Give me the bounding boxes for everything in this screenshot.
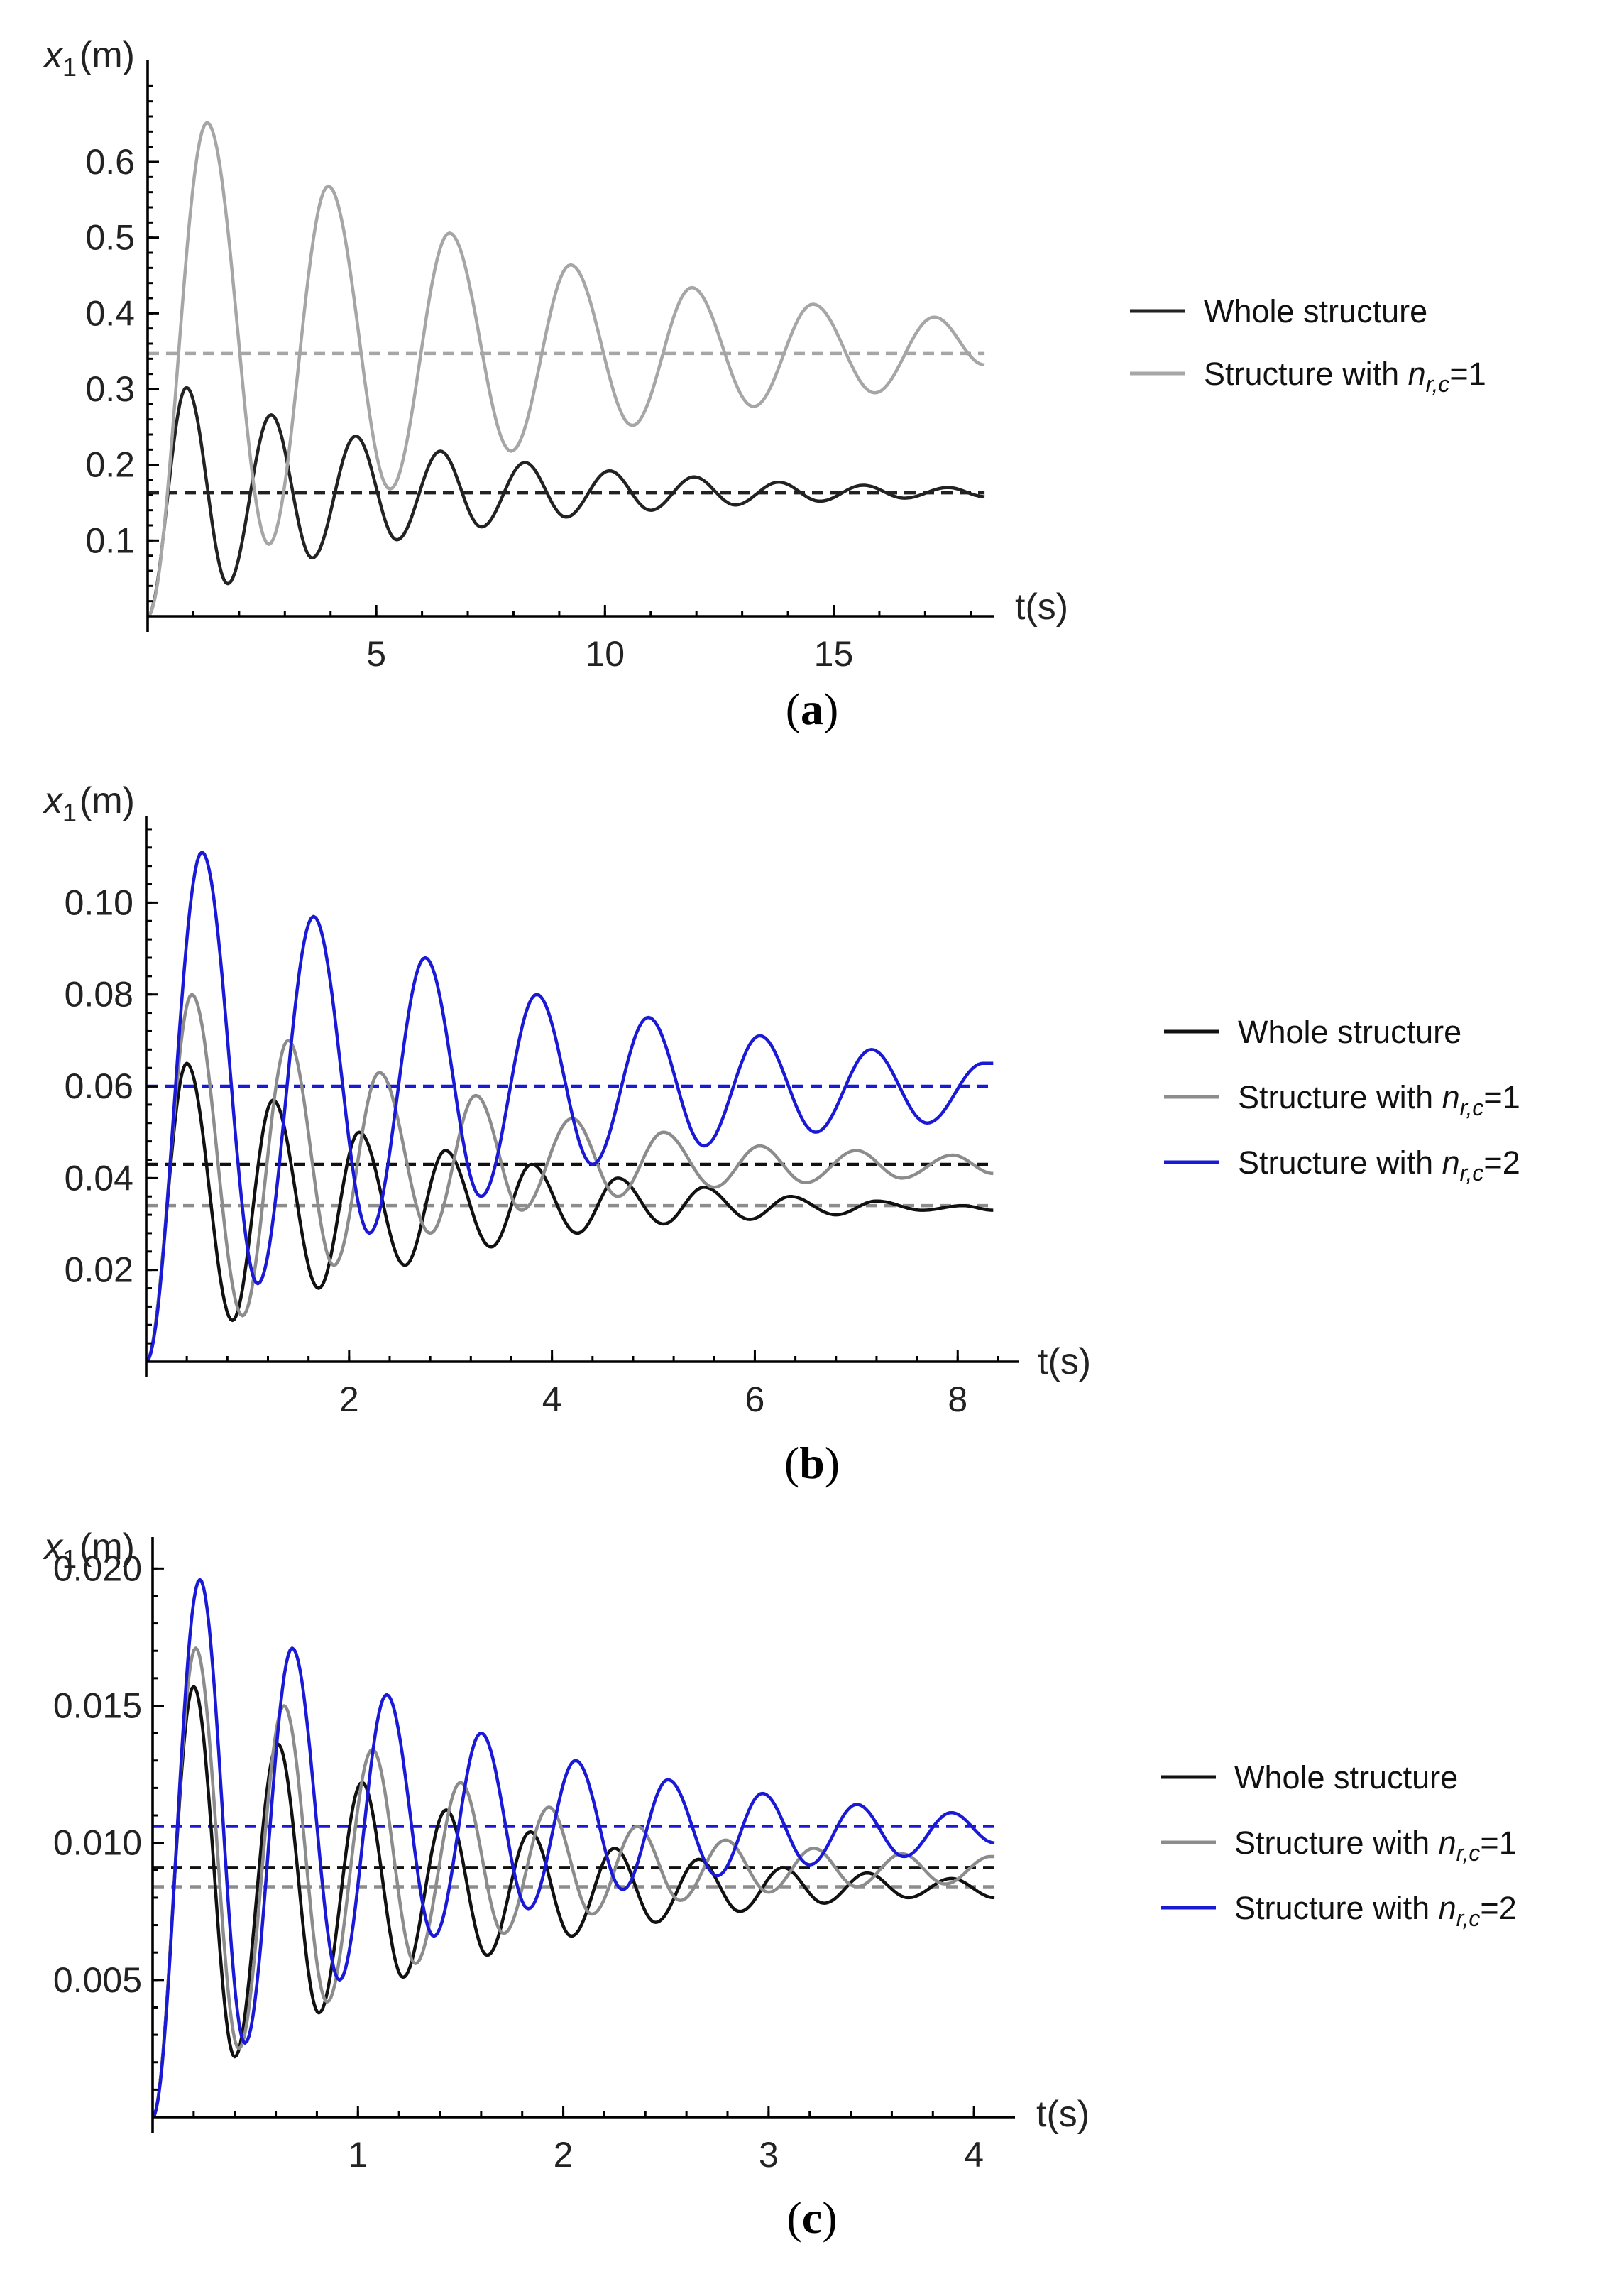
panel-caption: (b) <box>784 1438 840 1488</box>
y-tick-label: 0.4 <box>85 293 135 333</box>
legend-label-2: Structure with nr,c=1 <box>1204 356 1486 397</box>
series-line-3 <box>151 1578 995 2119</box>
y-axis-label-sub: 1 <box>62 798 77 827</box>
x-tick-label: 6 <box>745 1379 765 1419</box>
x-axis-label: t(s) <box>1015 586 1068 628</box>
legend-text: Whole structure <box>1238 1014 1461 1050</box>
chart-panel-b: 0.02 0.04 0.06 0.08 0.10 2 4 6 8 x1(m) t(s) Whole s… <box>42 780 1520 1488</box>
series-line-1 <box>151 1685 995 2119</box>
caption-paren: ( <box>786 684 801 734</box>
caption-letter: b <box>799 1438 825 1488</box>
series-line-2 <box>151 1646 997 2119</box>
legend-sub: r,c <box>1456 1906 1481 1931</box>
y-tick-label: 0.3 <box>85 369 135 409</box>
legend-sub: r,c <box>1460 1095 1484 1120</box>
x-tick-label: 4 <box>542 1379 562 1419</box>
x-tick-label: 1 <box>348 2135 368 2175</box>
caption-paren: ( <box>784 1438 799 1488</box>
y-axis-label-var: x <box>42 1526 64 1568</box>
y-tick-label: 0.06 <box>65 1066 133 1106</box>
legend-label-3: Structure with nr,c=2 <box>1234 1890 1517 1931</box>
y-axis-label-unit: (m) <box>79 780 135 821</box>
legend-n: n <box>1442 1079 1460 1115</box>
y-axis-label-var: x <box>42 35 64 76</box>
series-line-3 <box>145 851 994 1363</box>
y-tick-label: 0.020 <box>53 1548 142 1588</box>
caption-paren: ( <box>786 2192 801 2243</box>
legend-eq: =1 <box>1449 356 1486 392</box>
y-tick-label: 0.010 <box>53 1823 142 1863</box>
legend-text: Whole structure <box>1204 293 1427 329</box>
y-axis-label-unit: (m) <box>79 35 135 76</box>
y-tick-label: 0.5 <box>85 218 135 258</box>
x-axis-label: t(s) <box>1036 2094 1090 2135</box>
legend-n: n <box>1442 1144 1460 1181</box>
legend-text: Structure with <box>1234 1890 1439 1926</box>
y-tick-label: 0.04 <box>65 1158 133 1198</box>
caption-letter: a <box>801 684 823 734</box>
panel-caption: (c) <box>786 2192 837 2243</box>
panel-caption: (a) <box>786 684 839 734</box>
y-tick-label: 0.10 <box>65 882 133 922</box>
x-tick-label: 2 <box>554 2135 574 2175</box>
legend-label-2: Structure with nr,c=1 <box>1238 1079 1520 1120</box>
legend-eq: =2 <box>1483 1144 1520 1181</box>
y-tick-label: 0.02 <box>65 1250 133 1290</box>
series-line-2 <box>146 121 985 618</box>
y-axis-label-var: x <box>42 780 64 821</box>
caption-paren: ) <box>825 1438 840 1488</box>
legend-eq: =1 <box>1483 1079 1520 1115</box>
y-tick-label: 0.2 <box>85 445 135 485</box>
x-tick-label: 15 <box>814 634 854 674</box>
legend-text: Structure with <box>1204 356 1408 392</box>
legend-sub: r,c <box>1426 371 1450 397</box>
x-axis-label: t(s) <box>1038 1341 1091 1382</box>
x-tick-label: 10 <box>586 634 625 674</box>
y-tick-label: 0.005 <box>53 1960 142 2000</box>
x-tick-label: 5 <box>366 634 386 674</box>
series-line-1 <box>146 386 985 618</box>
y-axis-label-unit: (m) <box>79 1526 135 1568</box>
chart-panel-a: 0.1 0.2 0.3 0.4 0.5 0.6 5 10 15 x1(m) t(s) Whole st… <box>42 35 1486 734</box>
y-axis-label: x1(m) <box>42 780 135 827</box>
legend-eq: =1 <box>1480 1825 1516 1861</box>
x-tick-label: 4 <box>964 2135 984 2175</box>
y-tick-label: 0.6 <box>85 142 135 182</box>
y-axis-label: x1(m) <box>42 1526 135 1573</box>
series-line-1 <box>145 1061 994 1363</box>
legend-sub: r,c <box>1460 1160 1484 1186</box>
legend-n: n <box>1408 356 1426 392</box>
x-tick-label: 8 <box>948 1379 967 1419</box>
legend-label-2: Structure with nr,c=1 <box>1234 1825 1517 1866</box>
legend-text: Structure with <box>1234 1825 1439 1861</box>
legend-text: Whole structure <box>1234 1759 1458 1796</box>
legend-n: n <box>1439 1825 1456 1861</box>
legend-label-1: Whole structure <box>1204 293 1427 329</box>
y-axis-label-sub: 1 <box>62 1544 77 1573</box>
legend-sub: r,c <box>1456 1840 1481 1866</box>
legend-label-1: Whole structure <box>1238 1014 1461 1050</box>
legend-text: Structure with <box>1238 1079 1442 1115</box>
y-tick-label: 0.08 <box>65 975 133 1015</box>
y-tick-label: 0.1 <box>85 520 135 560</box>
legend-text: Structure with <box>1238 1144 1442 1181</box>
legend-label-1: Whole structure <box>1234 1759 1458 1796</box>
x-tick-label: 3 <box>759 2135 779 2175</box>
legend-label-3: Structure with nr,c=2 <box>1238 1144 1520 1186</box>
y-axis-label-sub: 1 <box>62 53 77 82</box>
legend-n: n <box>1439 1890 1456 1926</box>
caption-paren: ) <box>822 2192 837 2243</box>
legend-eq: =2 <box>1480 1890 1516 1926</box>
y-tick-label: 0.015 <box>53 1685 142 1725</box>
y-axis-label: x1(m) <box>42 35 135 82</box>
caption-letter: c <box>802 2192 822 2243</box>
x-tick-label: 2 <box>339 1379 359 1419</box>
caption-paren: ) <box>823 684 838 734</box>
